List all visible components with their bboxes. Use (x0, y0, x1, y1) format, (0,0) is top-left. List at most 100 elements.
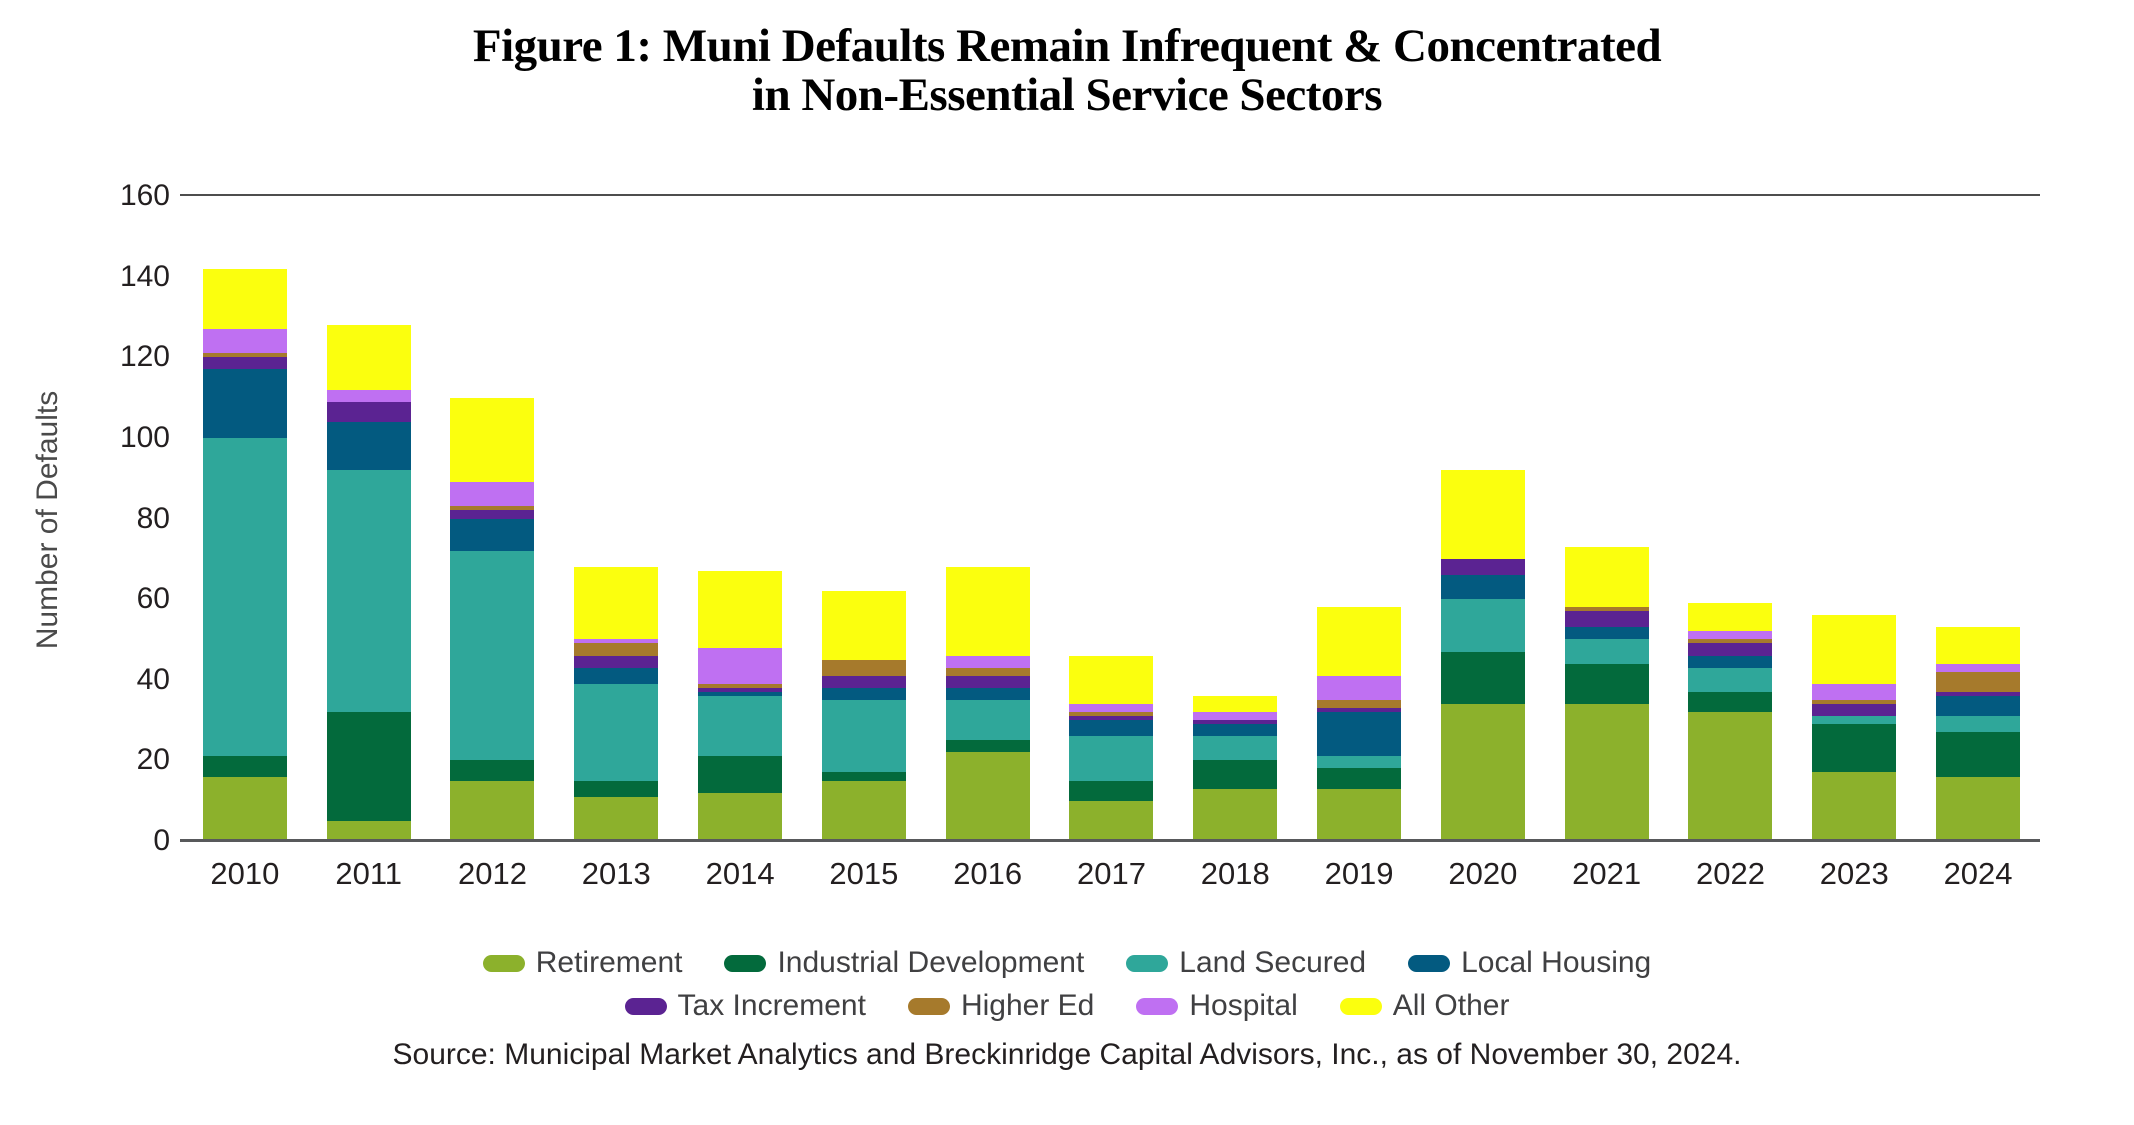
legend-swatch-hospital (1136, 997, 1179, 1015)
segment-land-secured-2018 (1193, 736, 1278, 761)
bar-2021 (1564, 546, 1649, 841)
segment-retirement-2016 (945, 752, 1030, 841)
segment-local-housing-2012 (450, 518, 535, 551)
x-tick-2015: 2015 (829, 856, 899, 891)
segment-all-other-2012 (450, 397, 535, 483)
bar-2018 (1193, 695, 1278, 841)
legend-label-higher-ed: Higher Ed (960, 989, 1095, 1022)
segment-tax-increment-2022 (1688, 643, 1773, 656)
bar-slot-2020: 2020 (1421, 196, 1545, 891)
segment-land-secured-2019 (1317, 756, 1402, 769)
y-tick-160: 160 (119, 179, 170, 212)
segment-retirement-2019 (1317, 788, 1402, 841)
segment-industrial-development-2010 (202, 756, 287, 777)
legend-label-industrial-development: Industrial Development (777, 946, 1085, 979)
chart-title-line1: Figure 1: Muni Defaults Remain Infrequen… (472, 20, 1662, 72)
bar-2010 (202, 268, 287, 841)
x-axis-line (180, 839, 2040, 842)
legend-swatch-all-other (1339, 997, 1382, 1015)
segment-industrial-development-2012 (450, 760, 535, 781)
segment-tax-increment-2018 (1193, 720, 1278, 725)
segment-land-secured-2020 (1440, 599, 1525, 652)
segment-retirement-2022 (1688, 712, 1773, 841)
chart-title-line2: in Non-Essential Service Sectors (751, 68, 1383, 121)
segment-industrial-development-2017 (1069, 780, 1154, 801)
bar-slot-2011: 2011 (307, 196, 431, 891)
legend-swatch-land-secured (1126, 954, 1169, 972)
legend-item-higher-ed: Higher Ed (907, 989, 1095, 1023)
segment-all-other-2024 (1936, 627, 2021, 664)
segment-retirement-2020 (1440, 703, 1525, 841)
segment-local-housing-2016 (945, 687, 1030, 700)
segment-industrial-development-2021 (1564, 663, 1649, 704)
segment-tax-increment-2015 (821, 675, 906, 688)
segment-higher-ed-2024 (1936, 671, 2021, 692)
legend-swatch-industrial-development (724, 954, 767, 972)
x-tick-2018: 2018 (1200, 856, 1270, 891)
segment-hospital-2019 (1317, 675, 1402, 700)
segment-land-secured-2010 (202, 437, 287, 757)
x-tick-2021: 2021 (1572, 856, 1642, 891)
segment-all-other-2018 (1193, 695, 1278, 712)
segment-tax-increment-2019 (1317, 707, 1402, 712)
bar-2017 (1069, 655, 1154, 841)
segment-land-secured-2016 (945, 699, 1030, 741)
y-tick-40: 40 (136, 662, 170, 696)
segment-higher-ed-2022 (1688, 639, 1773, 644)
bar-2019 (1317, 607, 1402, 841)
bar-slot-2015: 2015 (802, 196, 926, 891)
segment-retirement-2013 (574, 796, 659, 841)
bar-slot-2022: 2022 (1669, 196, 1793, 891)
bar-slot-2021: 2021 (1545, 196, 1669, 891)
segment-higher-ed-2023 (1812, 699, 1897, 704)
segment-local-housing-2021 (1564, 627, 1649, 640)
segment-industrial-development-2023 (1812, 724, 1897, 773)
y-tick-100: 100 (119, 420, 170, 454)
segment-higher-ed-2010 (202, 353, 287, 358)
bar-2016 (945, 566, 1030, 841)
segment-tax-increment-2012 (450, 510, 535, 519)
segment-tax-increment-2014 (698, 687, 783, 692)
segment-industrial-development-2022 (1688, 691, 1773, 712)
legend-label-local-housing: Local Housing (1461, 946, 1652, 979)
legend-label-land-secured: Land Secured (1179, 946, 1367, 979)
segment-hospital-2018 (1193, 712, 1278, 721)
bar-slot-2010: 2010 (183, 196, 307, 891)
segment-local-housing-2010 (202, 369, 287, 438)
segment-retirement-2015 (821, 780, 906, 841)
segment-land-secured-2024 (1936, 716, 2021, 733)
segment-local-housing-2022 (1688, 655, 1773, 668)
segment-local-housing-2024 (1936, 695, 2021, 717)
segment-hospital-2014 (698, 647, 783, 684)
segment-hospital-2023 (1812, 683, 1897, 700)
legend-item-all-other: All Other (1339, 989, 1509, 1023)
segment-all-other-2016 (945, 566, 1030, 656)
bar-slot-2018: 2018 (1173, 196, 1297, 891)
bar-2023 (1812, 615, 1897, 841)
x-tick-2011: 2011 (335, 856, 403, 891)
segment-land-secured-2021 (1564, 639, 1649, 664)
legend-item-retirement: Retirement (482, 946, 683, 980)
x-tick-2010: 2010 (210, 856, 280, 891)
legend-swatch-local-housing (1408, 954, 1451, 972)
segment-industrial-development-2019 (1317, 768, 1402, 789)
bar-slot-2016: 2016 (926, 196, 1050, 891)
segment-land-secured-2012 (450, 550, 535, 761)
y-tick-20: 20 (136, 743, 170, 777)
legend-item-local-housing: Local Housing (1408, 946, 1651, 980)
segment-land-secured-2013 (574, 683, 659, 781)
segment-higher-ed-2021 (1564, 607, 1649, 612)
bar-2011 (326, 325, 411, 841)
x-tick-2016: 2016 (953, 856, 1023, 891)
legend-item-tax-increment: Tax Increment (624, 989, 866, 1023)
segment-retirement-2021 (1564, 703, 1649, 841)
segment-industrial-development-2020 (1440, 651, 1525, 704)
legend-label-retirement: Retirement (535, 946, 683, 979)
segment-retirement-2023 (1812, 772, 1897, 841)
y-tick-60: 60 (136, 582, 170, 616)
segment-industrial-development-2014 (698, 756, 783, 793)
segment-industrial-development-2011 (326, 712, 411, 821)
segment-retirement-2024 (1936, 776, 2021, 841)
segment-hospital-2013 (574, 639, 659, 644)
segment-tax-increment-2016 (945, 675, 1030, 688)
